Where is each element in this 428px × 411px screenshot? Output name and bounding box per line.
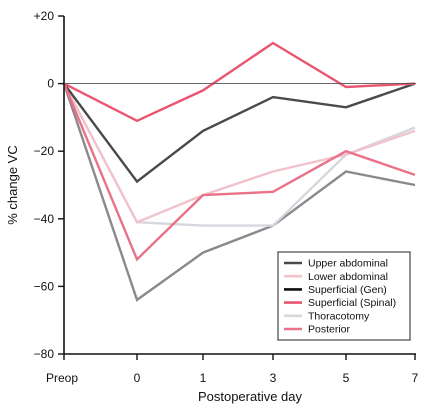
x-tick-label: 0 bbox=[134, 371, 141, 385]
y-tick-label: +20 bbox=[34, 9, 55, 23]
legend-entry-label: Upper abdominal bbox=[308, 258, 388, 270]
legend-entry-label: Thoracotomy bbox=[308, 310, 370, 322]
x-axis-title: Postoperative day bbox=[198, 389, 303, 404]
series-line-superficial-spinal bbox=[63, 41, 416, 123]
series-line-lower-abdominal bbox=[62, 83, 416, 224]
x-tick-label: 1 bbox=[200, 371, 207, 385]
y-tick-label: 0 bbox=[47, 77, 54, 91]
ticks: +20 0 −20 −40 −60 −80 Preop 0 1 3 5 7 bbox=[34, 9, 419, 385]
x-tick-label: 5 bbox=[343, 371, 350, 385]
plot-lines bbox=[62, 41, 416, 302]
legend-entry-label: Superficial (Gen) bbox=[308, 284, 387, 296]
legend-entry-label: Superficial (Spinal) bbox=[308, 297, 396, 309]
legend-entry-label: Posterior bbox=[308, 324, 351, 336]
y-tick-label: −80 bbox=[34, 347, 55, 361]
legend-entry-label: Lower abdominal bbox=[308, 271, 388, 283]
series-line-posterior bbox=[62, 83, 416, 262]
x-tick-label: Preop bbox=[46, 371, 78, 385]
legend-box bbox=[277, 251, 411, 341]
series-line-upper-abdominal bbox=[63, 82, 416, 184]
series-line-unlabeled bbox=[62, 83, 416, 302]
y-tick-label: −40 bbox=[34, 212, 55, 226]
y-tick-label: −20 bbox=[34, 144, 55, 158]
x-tick-label: 3 bbox=[270, 371, 277, 385]
y-axis-title: % change VC bbox=[5, 145, 20, 225]
axes bbox=[63, 16, 416, 355]
y-tick-label: −60 bbox=[34, 279, 55, 293]
x-tick-label: 7 bbox=[412, 371, 419, 385]
